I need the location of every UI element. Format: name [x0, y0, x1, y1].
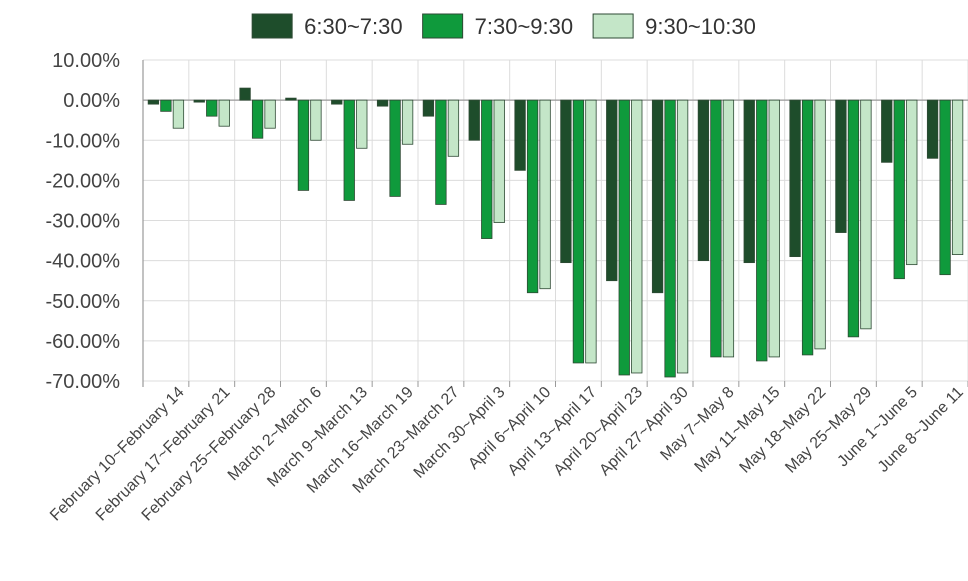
- bar-6-30-7-30: [926, 99, 939, 159]
- x-tick-label: June 1~June 5: [834, 384, 921, 471]
- legend-label: 9:30~10:30: [645, 14, 756, 39]
- bar-7-30-9-30: [893, 99, 905, 280]
- bar-9-30-10-30: [676, 99, 689, 374]
- bar-7-30-9-30: [343, 99, 355, 201]
- bar-9-30-10-30: [356, 99, 368, 149]
- y-tick-label: 10.00%: [52, 50, 120, 72]
- bar-7-30-9-30: [251, 99, 264, 139]
- bars: [147, 87, 964, 378]
- bar-9-30-10-30: [951, 99, 964, 256]
- bar-7-30-9-30: [801, 99, 814, 356]
- x-tick-label: June 8~June 11: [875, 384, 967, 476]
- bar-6-30-7-30: [651, 99, 664, 294]
- bar-9-30-10-30: [722, 99, 735, 358]
- gridlines: [142, 59, 968, 382]
- bar-7-30-9-30: [847, 99, 860, 338]
- bar-9-30-10-30: [172, 99, 185, 129]
- legend-label: 6:30~7:30: [304, 14, 402, 39]
- bar-6-30-7-30: [743, 99, 755, 264]
- y-axis: 10.00% 0.00% -10.00% -20.00% -30.00% -40.00% -…: [46, 50, 968, 393]
- bar-7-30-9-30: [297, 99, 310, 191]
- y-tick-label: -70.00%: [46, 371, 121, 393]
- bar-9-30-10-30: [814, 99, 826, 350]
- legend-label: 7:30~9:30: [475, 14, 573, 39]
- bar-7-30-9-30: [435, 99, 447, 205]
- bar-9-30-10-30: [493, 99, 505, 223]
- bar-6-30-7-30: [789, 99, 801, 258]
- bar-9-30-10-30: [539, 99, 551, 290]
- bar-6-30-7-30: [881, 99, 893, 163]
- bar-7-30-9-30: [206, 99, 218, 117]
- bar-9-30-10-30: [768, 99, 780, 358]
- bar-7-30-9-30: [572, 99, 585, 364]
- bar-6-30-7-30: [285, 97, 297, 101]
- bar-6-30-7-30: [239, 87, 251, 101]
- legend-swatch: [592, 13, 634, 39]
- bar-7-30-9-30: [756, 99, 768, 362]
- y-tick-label: -10.00%: [46, 130, 121, 152]
- bar-7-30-9-30: [160, 99, 172, 112]
- bar-7-30-9-30: [526, 99, 539, 294]
- bar-7-30-9-30: [939, 99, 951, 276]
- bar-6-30-7-30: [331, 99, 343, 105]
- legend-swatch: [422, 13, 464, 39]
- legend-swatch: [251, 13, 293, 39]
- bar-9-30-10-30: [585, 99, 597, 364]
- bar-6-30-7-30: [147, 99, 160, 105]
- bar-7-30-9-30: [481, 99, 493, 239]
- x-tick-label: April 6~April 10: [465, 384, 554, 473]
- bar-7-30-9-30: [664, 99, 676, 378]
- bar-6-30-7-30: [835, 99, 847, 233]
- bar-6-30-7-30: [193, 99, 205, 103]
- bar-7-30-9-30: [618, 99, 630, 376]
- bar-7-30-9-30: [710, 99, 722, 358]
- bar-9-30-10-30: [264, 99, 276, 129]
- bar-6-30-7-30: [422, 99, 435, 117]
- bar-7-30-9-30: [389, 99, 401, 197]
- bar-9-30-10-30: [310, 99, 322, 141]
- y-tick-label: -40.00%: [46, 251, 121, 273]
- bar-9-30-10-30: [401, 99, 414, 145]
- bar-6-30-7-30: [697, 99, 710, 262]
- bar-9-30-10-30: [631, 99, 643, 374]
- y-tick-label: -50.00%: [46, 291, 121, 313]
- x-tick-label: May 11~May 15: [692, 384, 784, 476]
- bar-6-30-7-30: [468, 99, 480, 141]
- legend: 6:30~7:30 7:30~9:30 9:30~10:30: [251, 13, 756, 39]
- bar-6-30-7-30: [514, 99, 526, 171]
- bar-6-30-7-30: [606, 99, 618, 282]
- bar-9-30-10-30: [906, 99, 918, 266]
- y-tick-label: -20.00%: [46, 170, 121, 192]
- bar-6-30-7-30: [376, 99, 389, 107]
- y-tick-label: -30.00%: [46, 211, 121, 233]
- bar-6-30-7-30: [560, 99, 572, 264]
- bar-9-30-10-30: [860, 99, 872, 330]
- y-tick-label: -60.00%: [46, 331, 121, 353]
- bar-9-30-10-30: [447, 99, 460, 157]
- bar-9-30-10-30: [218, 99, 230, 127]
- y-tick-label: 0.00%: [63, 90, 120, 112]
